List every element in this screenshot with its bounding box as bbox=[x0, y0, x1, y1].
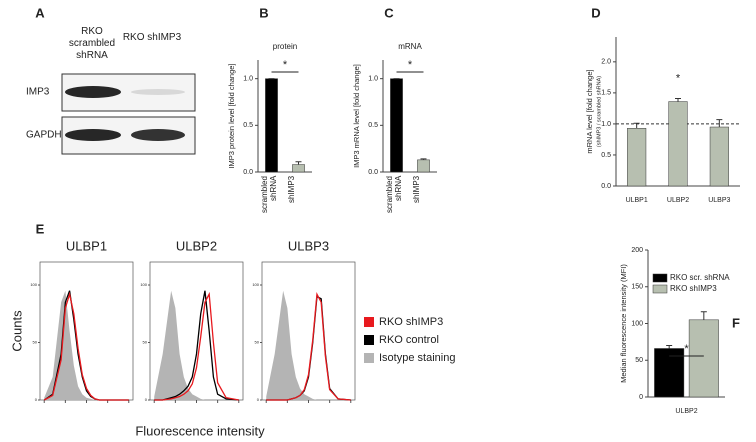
plot-title: ULBP2 bbox=[176, 238, 217, 253]
error-bar bbox=[420, 158, 427, 160]
lane-label: RKO scrambled shRNA bbox=[68, 26, 116, 61]
x-axis-label: Fluorescence intensity bbox=[135, 423, 265, 438]
panel-letter: D bbox=[591, 5, 600, 20]
x-tick-label: scrambled shRNA bbox=[259, 176, 278, 213]
histogram-line bbox=[266, 291, 351, 401]
x-tick-label: scrambled shRNA bbox=[384, 176, 403, 213]
band bbox=[65, 86, 121, 98]
histogram-line bbox=[154, 291, 239, 401]
bar bbox=[654, 348, 685, 398]
histogram-line bbox=[154, 290, 239, 401]
significance: * bbox=[684, 343, 689, 355]
plot-title: ULBP3 bbox=[288, 238, 329, 253]
y-tick-label: 50 bbox=[33, 340, 38, 345]
legend-label: Isotype staining bbox=[379, 352, 455, 364]
y-axis-label: Counts bbox=[9, 310, 24, 352]
y-tick-label: 0 bbox=[35, 397, 38, 402]
y-tick-label: 0 bbox=[145, 397, 148, 402]
y-tick-label: 100 bbox=[252, 282, 259, 287]
error-bar bbox=[295, 161, 302, 165]
x-tick-label: shIMP3 bbox=[286, 176, 296, 204]
bar bbox=[265, 78, 278, 173]
legend-swatch bbox=[364, 335, 374, 345]
legend-label: RKO shIMP3 bbox=[379, 316, 443, 328]
error-bar bbox=[675, 97, 681, 102]
y-tick-label: 0.0 bbox=[601, 183, 611, 190]
legend-label: RKO shIMP3 bbox=[670, 284, 717, 293]
y-tick-label: 0.0 bbox=[368, 169, 378, 176]
legend-swatch bbox=[652, 273, 668, 283]
x-tick-label: ULBP1 bbox=[626, 197, 648, 204]
histogram-line bbox=[43, 291, 129, 401]
panel-letter: C bbox=[384, 5, 394, 20]
y-tick-label: 100 bbox=[140, 282, 147, 287]
row-label: IMP3 bbox=[26, 87, 50, 98]
y-tick-label: 150 bbox=[631, 284, 643, 291]
y-tick-label: 0 bbox=[257, 397, 260, 402]
histogram-area bbox=[266, 290, 351, 400]
x-tick-label: ULBP3 bbox=[708, 197, 730, 204]
row-label: GAPDH bbox=[26, 130, 62, 141]
legend-swatch bbox=[652, 284, 668, 294]
error-bar bbox=[666, 345, 673, 349]
panel-letter: B bbox=[259, 5, 268, 20]
panel-letter: A bbox=[35, 5, 45, 20]
legend-label: RKO scr. shRNA bbox=[670, 273, 730, 282]
y-tick-label: 100 bbox=[30, 282, 37, 287]
significance: * bbox=[676, 72, 681, 84]
y-tick-label: 50 bbox=[255, 340, 260, 345]
y-tick-label: 1.0 bbox=[243, 76, 253, 83]
chart-title: protein bbox=[273, 42, 297, 51]
y-axis-label: IMP3 protein level [fold change] bbox=[227, 63, 236, 168]
y-tick-label: 50 bbox=[143, 340, 148, 345]
y-tick-label: 0 bbox=[639, 394, 643, 401]
bar bbox=[292, 164, 305, 173]
y-axis-label: IMP3 mRNA level [fold change] bbox=[352, 64, 361, 168]
x-tick-label: ULBP2 bbox=[667, 197, 689, 204]
significance: * bbox=[408, 59, 413, 71]
panel-letter: E bbox=[36, 221, 45, 236]
y-axis-sublabel: (shIMP3 / scrambled shRNA) bbox=[596, 76, 602, 147]
band bbox=[65, 129, 121, 141]
x-tick-label: ULBP2 bbox=[675, 408, 697, 415]
error-bar bbox=[716, 119, 723, 128]
plot-title: ULBP1 bbox=[66, 238, 107, 253]
y-tick-label: 0.5 bbox=[601, 152, 611, 159]
y-axis-label: mRNA level [fold change] bbox=[585, 69, 594, 153]
y-axis-label: Median fluorescence intensity (MFI) bbox=[619, 264, 628, 383]
y-tick-label: 200 bbox=[631, 247, 643, 254]
legend-label: RKO control bbox=[379, 334, 439, 346]
significance: * bbox=[283, 59, 288, 71]
bar bbox=[627, 128, 647, 187]
y-tick-label: 0.5 bbox=[368, 122, 378, 129]
bar bbox=[709, 126, 729, 187]
y-tick-label: 100 bbox=[631, 320, 643, 327]
y-tick-label: 1.5 bbox=[601, 90, 611, 97]
histogram-area bbox=[154, 290, 239, 400]
y-tick-label: 0.5 bbox=[243, 122, 253, 129]
band bbox=[131, 129, 185, 141]
bar bbox=[390, 78, 403, 173]
lane-label: RKO shIMP3 bbox=[122, 32, 182, 43]
y-tick-label: 0.0 bbox=[243, 169, 253, 176]
x-tick-label: shIMP3 bbox=[411, 176, 421, 204]
legend-swatch bbox=[364, 353, 374, 363]
histogram-area bbox=[44, 290, 129, 400]
legend-swatch bbox=[364, 317, 374, 327]
error-bar bbox=[700, 311, 707, 320]
y-tick-label: 1.0 bbox=[601, 121, 611, 128]
chart-title: mRNA bbox=[398, 42, 422, 51]
error-bar bbox=[633, 122, 640, 129]
y-tick-label: 2.0 bbox=[601, 59, 611, 66]
bar bbox=[417, 159, 430, 173]
panel-letter: F bbox=[732, 315, 740, 330]
y-tick-label: 1.0 bbox=[368, 76, 378, 83]
bar bbox=[668, 101, 688, 187]
bar bbox=[688, 319, 719, 398]
band bbox=[131, 89, 185, 95]
y-tick-label: 50 bbox=[635, 357, 643, 364]
